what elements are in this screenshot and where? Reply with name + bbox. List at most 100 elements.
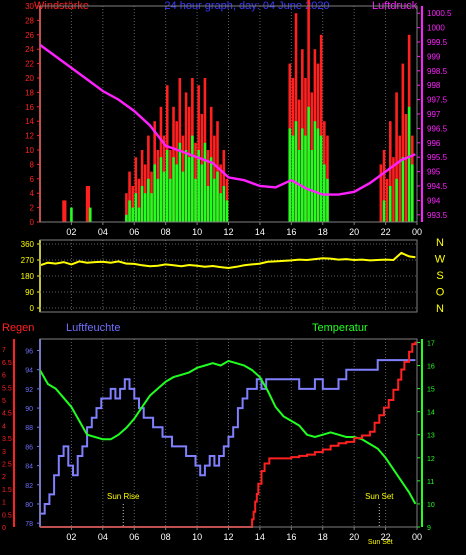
rain-line [40,341,417,528]
humidity-tick-label: 96 [25,349,33,356]
wind-bar [388,186,392,222]
x-tick-label: 22 [381,227,391,237]
wind-tick-label: 12 [25,132,34,141]
wind-bar [187,157,191,222]
gust-bar [388,121,392,222]
x-tick-label: 08 [161,227,171,237]
temperature-axis-label: Temperatur [312,322,368,334]
pressure-tick-label: 999.5 [427,38,448,47]
gust-bar [87,186,90,222]
wind-bar [319,135,323,222]
rain-tick-label: 7 [2,347,6,354]
gust-bar [62,200,65,222]
temperature-tick-label: 15 [427,387,435,394]
direction-tick-label: 360 [21,240,35,249]
gust-bar [63,200,67,222]
wind-x-ticks: 02 04 06 08 10 12 14 16 18 20 22 00 [66,222,422,237]
compass-label: N [436,303,444,315]
pressure-line [39,43,416,196]
wind-grid [70,6,387,222]
wind-bar [225,200,229,222]
x-tick-label: 02 [66,532,76,542]
wind-tick-label: 30 [25,2,34,11]
pressure-tick-label: 1000 [427,24,445,33]
temperature-tick-label: 17 [427,340,435,347]
pressure-tick-label: 996.5 [427,124,448,133]
gust-bar [134,157,138,222]
wind-bar [213,178,216,222]
wind-bar [162,171,166,222]
compass-label: N [436,237,444,249]
compass-label: S [436,270,443,282]
x-tick-label: 10 [192,532,202,542]
direction-tick-label: 90 [25,288,34,297]
wind-bar [150,193,153,222]
pressure-tick-label: 996 [427,139,441,148]
humidity-tick-label: 78 [25,521,33,528]
wind-bar [200,164,204,222]
wind-tick-label: 16 [25,103,34,112]
temperature-tick-label: 9 [427,525,431,532]
wind-tick-label: 28 [25,16,34,25]
temperature-y-ticks: 9 10 11 12 13 14 15 16 17 [417,339,435,532]
wind-bar [191,135,194,222]
wind-bar [153,164,156,222]
wind-tick-label: 8 [30,160,35,169]
humidity-line [40,359,416,515]
sun-set-label: Sun Set [365,492,394,501]
compass-label: W [435,254,446,266]
wind-tick-label: 0 [30,218,35,227]
wind-bar [297,150,301,222]
wind-bar [316,128,320,222]
compass-label: O [436,287,445,299]
direction-tick-label: 0 [30,304,35,313]
wind-bar [310,150,314,222]
wind-bar [184,150,188,222]
gust-bar [137,178,141,222]
wind-bar [88,207,92,222]
humidity-tick-label: 94 [25,368,33,375]
x-tick-label: 20 [349,532,359,542]
rain-tick-label: 1 [2,500,6,507]
rain-tick-label: 0 [2,525,6,532]
pressure-tick-label: 994.5 [427,182,448,191]
rain-tick-label: 5.5 [2,385,12,392]
rain-tick-label: 1.5 [2,487,12,494]
humidity-tick-label: 84 [25,464,33,471]
gust-bar [382,150,386,222]
temperature-tick-label: 11 [427,479,434,486]
gust-bar [131,186,134,222]
wind-tick-label: 6 [30,175,35,184]
x-tick-label: 00 [412,227,422,237]
wind-bar [410,164,414,222]
wind-bar [128,200,131,222]
rain-tick-label: 2.5 [2,461,12,468]
wind-bar [395,178,398,222]
wind-bar [131,207,134,222]
x-tick-label: 04 [98,227,108,237]
wind-bar [134,193,138,222]
pressure-tick-label: 997 [427,110,441,119]
gust-bar [294,13,298,223]
temperature-tick-label: 10 [427,502,435,509]
wind-bar [194,178,197,222]
wind-tick-label: 22 [25,60,34,69]
rain-tick-label: 3.5 [2,436,12,443]
temperature-line [39,359,417,505]
gust-bar [392,157,395,222]
rain-tick-label: 5 [2,398,6,405]
direction-tick-label: 270 [21,256,35,265]
pressure-tick-label: 993.5 [427,211,448,220]
x-tick-label: 14 [255,227,265,237]
rain-tick-label: 2 [2,474,6,481]
gust-bar [401,63,405,222]
humidity-axis-label: Luftfeuchte [66,322,120,334]
rain-y-ticks: 0 0.5 1 1.5 2 2.5 3 3.5 4 4.5 5 5.5 6 6.5 7 [2,339,15,532]
rain-tick-label: 4.5 [2,411,12,418]
wind-bar [323,164,326,222]
pressure-tick-label: 998.5 [427,67,448,76]
wind-bar [172,157,175,222]
wind-bar [178,142,182,222]
temperature-tick-label: 14 [427,410,435,417]
temperature-tick-label: 12 [427,456,435,463]
